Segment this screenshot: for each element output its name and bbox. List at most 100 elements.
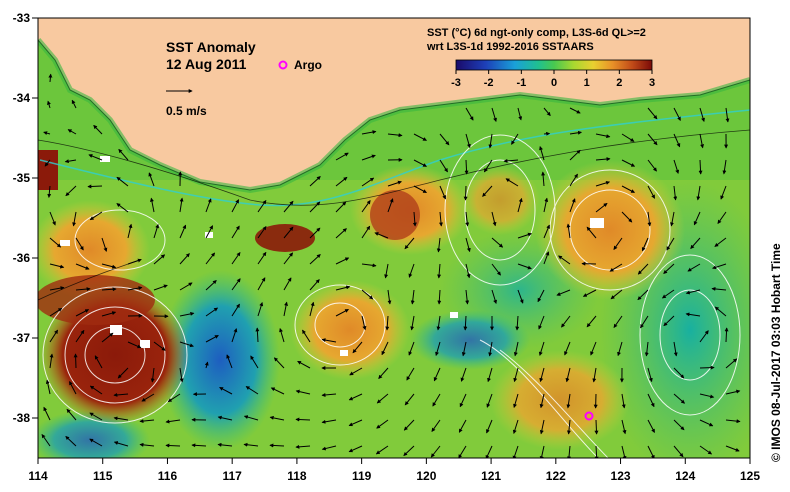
current-arrow xyxy=(71,99,77,109)
colorbar-tick-label: -1 xyxy=(516,77,526,89)
current-arrow xyxy=(89,412,103,421)
current-arrow xyxy=(438,211,443,227)
current-arrow xyxy=(43,131,51,136)
current-arrow xyxy=(348,419,363,427)
current-arrow xyxy=(387,133,403,138)
current-arrow xyxy=(101,263,117,269)
argo-legend-icon xyxy=(278,60,288,70)
current-arrow xyxy=(586,315,597,328)
current-arrow xyxy=(75,309,90,317)
current-arrow xyxy=(205,252,216,265)
current-arrow xyxy=(413,133,427,141)
current-arrow xyxy=(348,393,363,401)
current-arrow xyxy=(257,277,266,291)
current-arrow xyxy=(127,258,142,265)
current-arrow xyxy=(582,289,597,297)
current-arrow xyxy=(699,330,709,343)
current-arrow xyxy=(117,367,129,379)
current-arrow xyxy=(539,367,545,383)
current-arrow xyxy=(335,285,351,291)
current-arrow xyxy=(45,379,51,395)
current-arrow xyxy=(127,223,133,239)
current-arrow xyxy=(482,185,493,197)
x-tick-label: 123 xyxy=(611,469,631,483)
colorbar: SST (°C) 6d ngt-only comp, L3S-6d QL>=2 … xyxy=(426,27,655,89)
current-arrow xyxy=(101,237,108,252)
current-arrow xyxy=(460,367,467,382)
current-arrow xyxy=(513,341,519,357)
current-arrow xyxy=(361,289,374,300)
current-arrow xyxy=(538,341,545,356)
current-arrow xyxy=(403,445,415,457)
current-arrow xyxy=(335,228,347,239)
current-arrow xyxy=(49,329,59,343)
current-arrow xyxy=(321,419,337,424)
current-arrow xyxy=(725,107,730,123)
current-arrow xyxy=(641,237,649,252)
current-arrow xyxy=(621,393,626,409)
current-arrow xyxy=(361,315,367,331)
current-arrow xyxy=(376,393,389,404)
current-arrow xyxy=(613,237,623,250)
map-date: 12 Aug 2011 xyxy=(166,56,247,72)
x-tick-label: 125 xyxy=(740,469,760,483)
current-arrow xyxy=(436,315,441,331)
current-arrow xyxy=(387,289,392,305)
current-arrow xyxy=(437,263,442,279)
current-arrow xyxy=(722,159,727,175)
current-arrow xyxy=(116,203,129,213)
current-arrow xyxy=(566,393,571,409)
current-arrow xyxy=(621,445,627,458)
current-arrow xyxy=(491,289,498,305)
current-arrow xyxy=(231,328,238,343)
current-arrow xyxy=(673,107,681,121)
current-arrow xyxy=(437,289,442,305)
current-arrow xyxy=(647,185,656,199)
current-arrow xyxy=(179,282,193,291)
current-arrow xyxy=(101,311,117,317)
current-arrow xyxy=(257,301,264,317)
current-arrow xyxy=(725,445,740,452)
current-arrow xyxy=(361,154,376,161)
current-arrow xyxy=(47,185,52,198)
current-arrow xyxy=(699,445,713,455)
current-arrow xyxy=(621,211,633,223)
y-tick-label: -34 xyxy=(13,91,31,105)
current-arrow xyxy=(566,419,571,435)
current-arrow xyxy=(637,289,649,301)
current-arrow xyxy=(150,367,155,383)
velocity-scale-label: 0.5 m/s xyxy=(166,104,207,118)
current-arrow xyxy=(139,442,155,447)
current-arrow xyxy=(609,263,623,272)
current-arrow xyxy=(361,200,371,213)
x-tick-label: 120 xyxy=(416,469,436,483)
current-arrow xyxy=(75,237,84,251)
current-arrow xyxy=(321,392,337,397)
current-arrow xyxy=(348,445,363,453)
current-arrow xyxy=(49,307,63,317)
current-arrow xyxy=(349,367,363,376)
current-arrow xyxy=(375,445,389,455)
current-arrow xyxy=(556,289,571,296)
current-arrow xyxy=(539,445,545,458)
current-arrow xyxy=(586,226,597,239)
current-arrow xyxy=(309,201,321,213)
current-arrow xyxy=(49,286,65,291)
current-arrow xyxy=(459,393,467,408)
current-arrow xyxy=(439,133,450,146)
colorbar-tick-label: -2 xyxy=(484,77,494,89)
current-arrow xyxy=(647,133,658,146)
current-arrow xyxy=(295,417,311,422)
current-arrow xyxy=(179,224,187,239)
colorbar-tick-label: 0 xyxy=(551,77,557,89)
current-arrow xyxy=(564,341,571,356)
current-arrow xyxy=(49,353,54,369)
current-arrow xyxy=(463,315,468,331)
current-arrow xyxy=(491,263,501,276)
current-arrow xyxy=(539,145,545,161)
current-arrow xyxy=(47,100,51,109)
current-arrow xyxy=(491,211,497,227)
current-arrow xyxy=(69,381,77,395)
current-arrow xyxy=(413,159,427,167)
